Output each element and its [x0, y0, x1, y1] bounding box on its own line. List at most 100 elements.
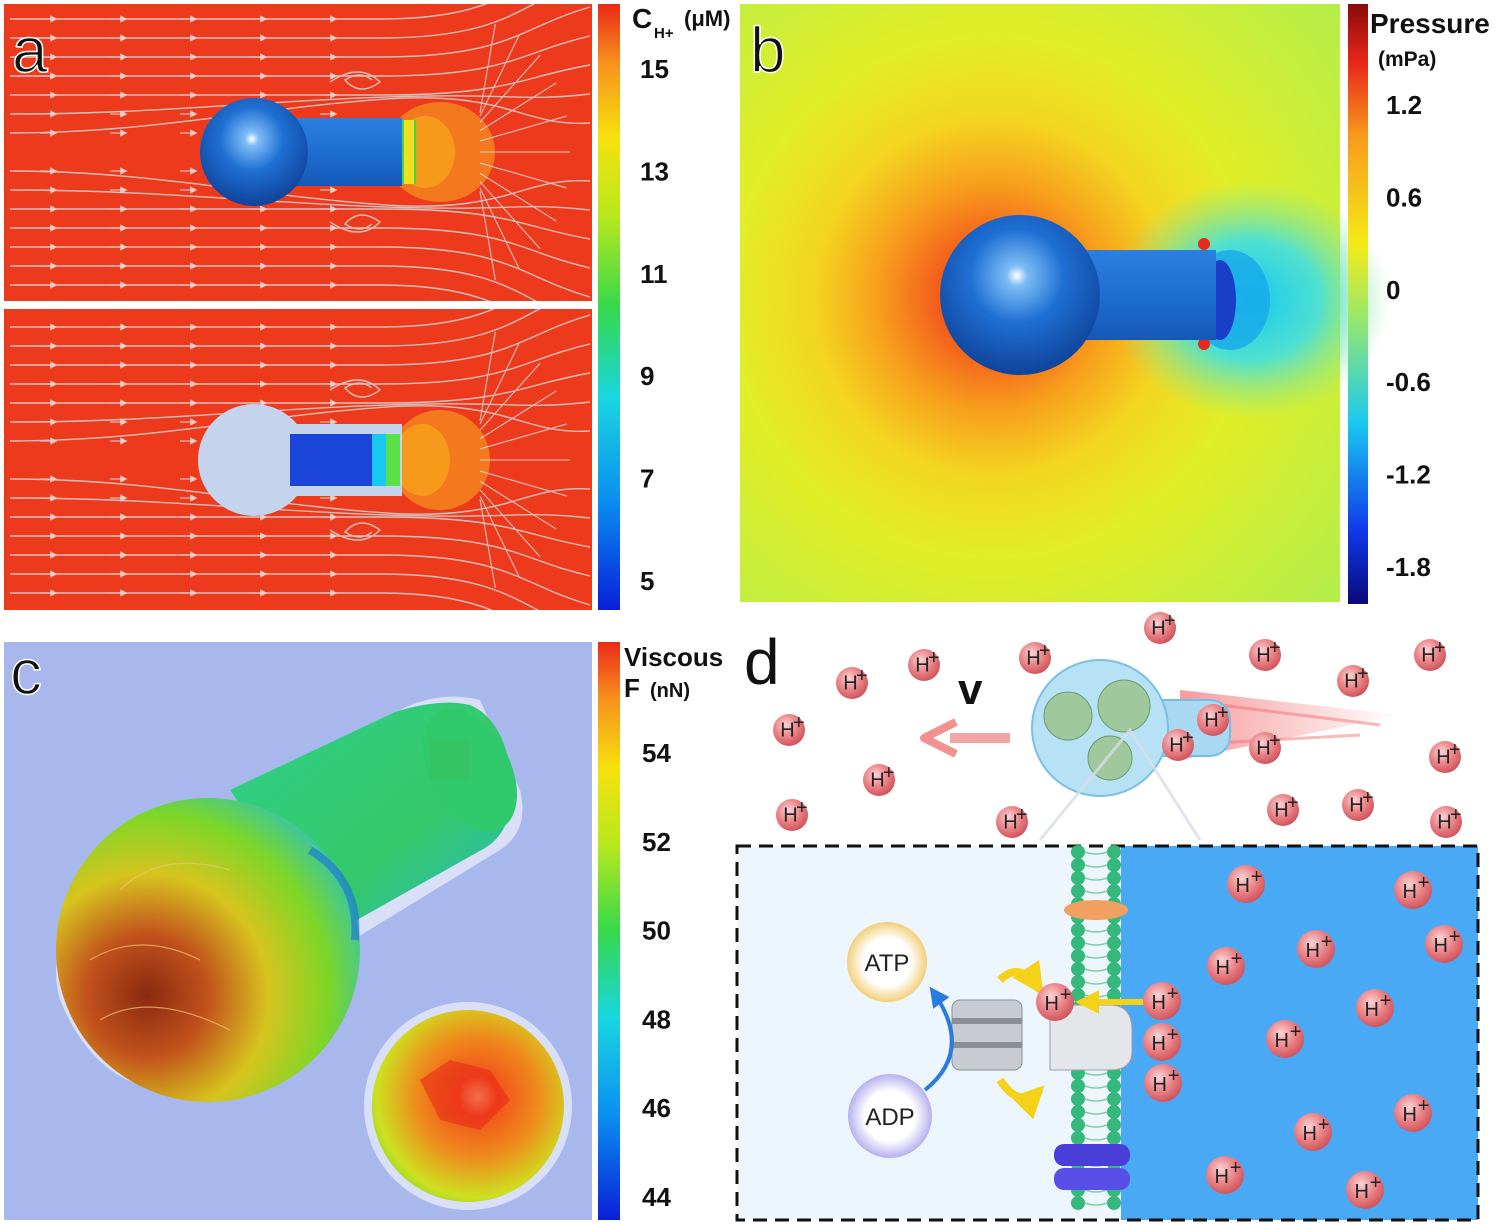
panel-d: d v H+H+ H+H+H+H+H+H+H+H+H+ H+ H+H+H+H+H+H+ [735, 610, 1480, 1222]
colorbar-c-tick: 50 [642, 916, 671, 946]
membrane-protein-orange [1064, 900, 1128, 920]
proton-ion: H+ [1294, 1113, 1332, 1151]
proton-ion: H+ [1267, 792, 1299, 826]
proton-label: H [1204, 710, 1218, 732]
proton-label: H [1403, 881, 1417, 903]
proton-label: H [915, 655, 929, 677]
proton-ion: H+ [1394, 1094, 1432, 1132]
colorbar-concentration: C H+ (μM) 15 13 11 9 7 5 [598, 3, 730, 610]
colorbar-b-tick: -1.8 [1386, 552, 1431, 582]
proton-label: H [1349, 795, 1363, 817]
proton-label: H [780, 720, 794, 742]
motor-cross-section [198, 404, 402, 516]
proton-ion: H+ [1197, 702, 1229, 736]
proton-label: H [1434, 935, 1448, 957]
proton-label: H [843, 673, 857, 695]
velocity-arrow: v [920, 665, 1010, 758]
proton-ion: H+ [1414, 637, 1446, 671]
proton-ion: H+ [776, 797, 808, 831]
proton-label: H [1303, 1123, 1317, 1145]
proton-charge: + [1321, 931, 1333, 953]
colorbar-a-title-sub: H+ [654, 25, 674, 42]
proton-charge: + [1168, 1065, 1180, 1087]
panel-letter-c: c [10, 636, 42, 708]
proton-ion: H+ [1249, 637, 1281, 671]
flow-streamlines [9, 309, 591, 610]
proton-ion: H+ [908, 647, 940, 681]
colorbar-b-tick: 1.2 [1386, 90, 1422, 120]
proton-label: H [1045, 993, 1059, 1015]
proton-label: H [1365, 999, 1379, 1021]
proton-label: H [1256, 645, 1270, 667]
proton-ion: H+ [1227, 865, 1265, 903]
colorbar-c-title-line2: F [624, 673, 640, 703]
proton-label: H [1344, 671, 1358, 693]
colorbar-b-tick: -1.2 [1386, 460, 1431, 490]
colorbar-c-tick: 54 [642, 738, 671, 768]
proton-charge: + [1290, 1021, 1302, 1043]
proton-charge: + [1434, 637, 1446, 659]
proton-charge: + [856, 665, 868, 687]
atp-label: ATP [865, 950, 910, 977]
proton-charge: + [1357, 663, 1369, 685]
flow-streamlines [9, 4, 591, 301]
proton-ion: H+ [1297, 930, 1335, 968]
proton-label: H [870, 770, 884, 792]
colorbar-c-title-unit: (nN) [650, 680, 690, 702]
proton-label: H [1216, 957, 1230, 979]
proton-ion: H+ [1144, 1064, 1182, 1102]
panel-letter-a: a [12, 14, 48, 86]
colorbar-b-tick: 0 [1386, 275, 1400, 305]
colorbar-c-tick: 44 [642, 1182, 671, 1212]
proton-ion: H+ [1342, 787, 1374, 821]
proton-ion: H+ [836, 665, 868, 699]
proton-label: H [1152, 1033, 1166, 1055]
colorbar-b-title-unit: (mPa) [1378, 48, 1436, 71]
proton-charge: + [1449, 926, 1461, 948]
panel-a-bottom-simulation [4, 309, 592, 610]
proton-gradient: H +H +H +H +H +H +H +H +H +H +H +H +H +H +H + [1036, 865, 1463, 1209]
colorbar-viscous-force: Viscous F (nN) 54 52 50 48 46 44 [598, 642, 723, 1220]
panel-letter-b: b [750, 14, 786, 86]
adp-to-atp-arrow [923, 986, 954, 1092]
proton-label: H [1306, 940, 1320, 962]
proton-ion: H+ [1429, 739, 1461, 773]
panel-c: c Viscous F (nN) 54 52 50 48 46 44 [4, 635, 723, 1220]
membrane-protein-purple [1054, 1144, 1130, 1190]
proton-charge: + [1287, 792, 1299, 814]
proton-ion: H+ [1394, 871, 1432, 909]
proton-ion: H+ [1162, 727, 1194, 761]
proton-charge: + [1450, 804, 1462, 826]
colorbar-a-tick: 15 [640, 54, 669, 84]
proton-charge: + [1231, 948, 1243, 970]
colorbar-a-tick: 9 [640, 361, 654, 391]
proton-label: H [1437, 812, 1451, 834]
proton-label: H [1151, 618, 1165, 640]
proton-label: H [1236, 875, 1250, 897]
membrane-inset: ATP ADP H +H +H +H +H +H +H +H +H +H +H +H +H +H +H + [735, 844, 1480, 1222]
proton-charge: + [1164, 610, 1176, 632]
motor-silhouette-solid [200, 98, 402, 206]
proton-label: H [1215, 1166, 1229, 1188]
nanomotor-illustration [1031, 659, 1231, 841]
proton-charge: + [928, 647, 940, 669]
proton-ion: H+ [1337, 663, 1369, 697]
panel-a-top-simulation [4, 4, 592, 301]
proton-label: H [1275, 1030, 1289, 1052]
adp-bubble: ADP [848, 1074, 932, 1158]
colorbar-a-tick: 7 [640, 464, 654, 494]
proton-ion: H+ [773, 712, 805, 746]
proton-label: H [1003, 812, 1017, 834]
colorbar-pressure: Pressure (mPa) 1.2 0.6 0 -0.6 -1.2 -1.8 [1348, 4, 1490, 604]
proton-charge: + [1217, 702, 1229, 724]
colorbar-c-tick: 48 [642, 1004, 671, 1034]
proton-charge: + [1362, 787, 1374, 809]
proton-charge: + [793, 712, 805, 734]
proton-charge: + [1269, 730, 1281, 752]
proton-ion: H+ [1144, 610, 1176, 644]
velocity-label: v [958, 665, 983, 714]
colorbar-c-title-main: Viscous [624, 642, 723, 672]
proton-label: H [1256, 738, 1270, 760]
proton-charge: + [1380, 990, 1392, 1012]
